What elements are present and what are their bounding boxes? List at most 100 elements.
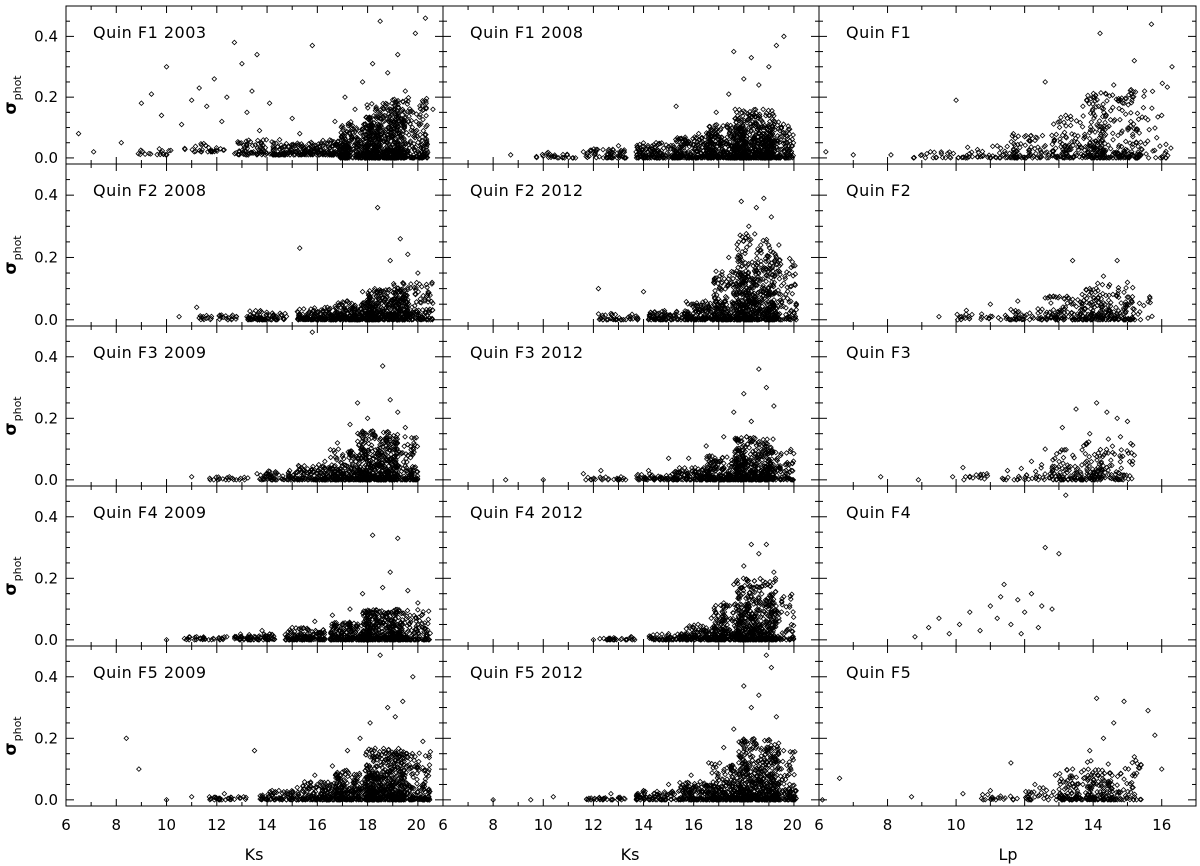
- data-point: [302, 148, 308, 155]
- data-point: [407, 312, 413, 318]
- data-point: [401, 124, 408, 131]
- data-point: [359, 300, 366, 306]
- data-point: [1152, 154, 1159, 161]
- data-point: [249, 88, 255, 94]
- data-point: [354, 134, 360, 141]
- data-point: [651, 149, 658, 156]
- data-point: [645, 142, 651, 149]
- data-point: [783, 151, 789, 157]
- data-point: [146, 150, 152, 157]
- data-point: [1110, 149, 1117, 156]
- data-point: [1127, 123, 1134, 129]
- panel-title: Quin F1 2003: [93, 23, 207, 42]
- data-point: [713, 109, 720, 116]
- data-point: [317, 311, 324, 318]
- data-point: [615, 142, 622, 149]
- data-point: [742, 127, 749, 134]
- data-point: [659, 308, 665, 315]
- panel-points: [823, 21, 1175, 161]
- data-point: [727, 133, 733, 140]
- data-point: [357, 137, 364, 144]
- data-point: [347, 316, 354, 323]
- data-point: [682, 151, 689, 158]
- data-point: [309, 42, 316, 49]
- data-point: [386, 116, 392, 123]
- data-point: [740, 146, 747, 152]
- data-point: [1053, 131, 1060, 138]
- data-point: [203, 103, 210, 110]
- data-point: [634, 144, 640, 151]
- data-point: [395, 124, 402, 130]
- data-point: [1149, 88, 1156, 95]
- data-point: [352, 106, 358, 113]
- data-point: [1097, 154, 1103, 161]
- data-point: [1109, 92, 1116, 98]
- data-point: [1093, 104, 1099, 110]
- data-point: [784, 146, 791, 153]
- y-tick-label: 0.2: [34, 88, 58, 106]
- data-point: [654, 153, 661, 159]
- data-point: [774, 140, 780, 147]
- data-point: [413, 111, 420, 117]
- data-point: [239, 60, 245, 67]
- data-point: [349, 134, 355, 140]
- data-point: [634, 154, 641, 160]
- data-point: [424, 122, 430, 129]
- data-point: [428, 298, 435, 305]
- data-point: [1027, 138, 1034, 144]
- data-point: [612, 311, 619, 318]
- data-point: [606, 146, 612, 153]
- data-point: [692, 155, 699, 161]
- data-point: [319, 151, 326, 157]
- data-point: [1050, 151, 1057, 158]
- data-point: [1133, 139, 1140, 145]
- data-point: [395, 285, 402, 292]
- data-point: [987, 154, 993, 161]
- data-point: [375, 114, 382, 121]
- data-point: [758, 125, 765, 131]
- data-point: [373, 297, 379, 303]
- data-point: [306, 140, 312, 147]
- data-point: [659, 151, 665, 158]
- data-point: [377, 309, 384, 316]
- data-point: [1050, 121, 1057, 127]
- data-point: [1129, 131, 1136, 138]
- data-point: [1075, 133, 1081, 139]
- data-point: [1126, 125, 1132, 132]
- data-point: [703, 141, 710, 148]
- data-point: [979, 148, 986, 155]
- data-point: [1103, 91, 1109, 97]
- data-point: [411, 302, 418, 309]
- data-point: [748, 127, 755, 134]
- data-point: [694, 316, 700, 323]
- data-point: [396, 306, 403, 313]
- data-point: [350, 146, 356, 153]
- data-point: [1078, 151, 1085, 157]
- data-point: [148, 91, 155, 97]
- data-point: [1153, 134, 1160, 141]
- data-point: [1098, 133, 1104, 140]
- data-point: [1128, 86, 1134, 93]
- data-point: [1077, 119, 1084, 126]
- data-point: [1060, 149, 1066, 156]
- data-point: [199, 146, 205, 153]
- data-point: [388, 127, 394, 133]
- data-point: [401, 140, 408, 147]
- data-point: [1128, 109, 1134, 116]
- data-point: [341, 306, 348, 312]
- data-point: [1141, 93, 1147, 100]
- data-point: [1074, 144, 1081, 150]
- data-point: [752, 146, 758, 153]
- data-point: [1157, 143, 1163, 149]
- data-point: [252, 142, 259, 148]
- data-point: [243, 143, 250, 149]
- data-point: [1063, 123, 1069, 129]
- data-point: [1012, 135, 1019, 142]
- data-point: [1061, 119, 1067, 126]
- data-point: [412, 291, 418, 297]
- data-point: [668, 316, 674, 323]
- data-point: [1101, 133, 1108, 139]
- data-point: [343, 145, 350, 152]
- data-point: [423, 131, 429, 138]
